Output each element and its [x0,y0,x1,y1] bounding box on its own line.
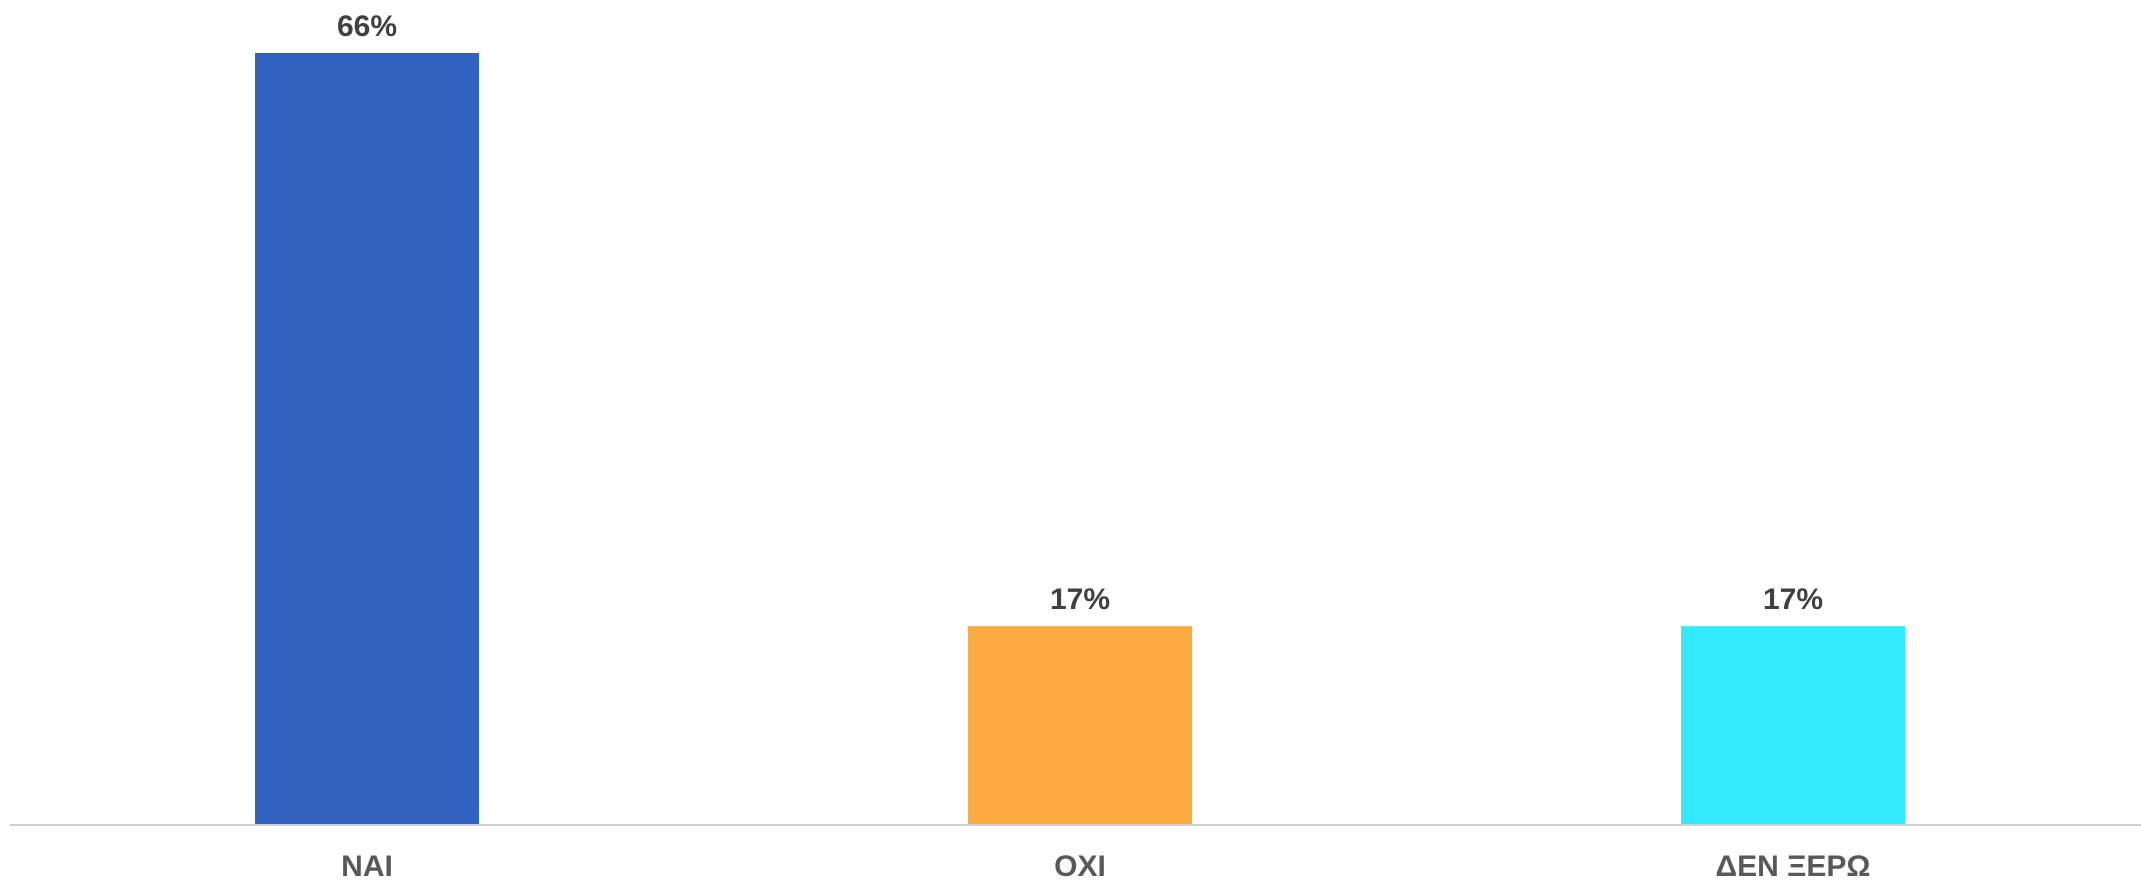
x-axis-ticks: NAI OXI ΔΕΝ ΞΕΡΩ [341,850,1870,881]
bar-1 [968,626,1192,825]
x-tick-label-0: NAI [341,850,393,881]
x-tick-label-2: ΔΕΝ ΞΕΡΩ [1716,850,1871,881]
labels-layer: 66% 17% 17% [337,10,1823,616]
data-label-1: 17% [1050,583,1110,616]
bar-2 [1681,626,1905,825]
x-tick-label-1: OXI [1054,850,1106,881]
bars-layer [255,53,1905,825]
data-label-2: 17% [1763,583,1823,616]
data-label-0: 66% [337,10,397,43]
bar-0 [255,53,479,825]
